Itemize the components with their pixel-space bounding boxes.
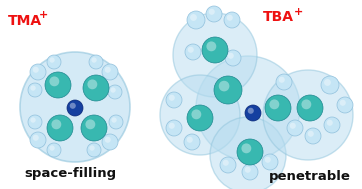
Circle shape (184, 134, 200, 150)
Circle shape (324, 79, 331, 86)
Circle shape (91, 57, 97, 63)
Circle shape (89, 145, 95, 151)
Text: space-filling: space-filling (24, 167, 116, 180)
Circle shape (173, 13, 257, 97)
Circle shape (191, 109, 201, 119)
Circle shape (187, 11, 205, 29)
Circle shape (220, 157, 236, 173)
Circle shape (85, 119, 95, 129)
Circle shape (87, 79, 97, 89)
Circle shape (30, 85, 36, 91)
Circle shape (30, 117, 36, 123)
Circle shape (33, 135, 39, 141)
Circle shape (169, 95, 175, 101)
Circle shape (190, 14, 197, 21)
Circle shape (47, 143, 61, 157)
Text: +: + (39, 10, 48, 20)
Circle shape (47, 115, 73, 141)
Circle shape (297, 95, 323, 121)
Circle shape (269, 99, 279, 109)
Circle shape (241, 143, 251, 153)
Circle shape (324, 117, 340, 133)
Circle shape (321, 76, 339, 94)
Circle shape (340, 100, 346, 106)
Circle shape (202, 37, 228, 63)
Circle shape (102, 64, 118, 80)
Circle shape (169, 123, 175, 129)
Text: +: + (294, 7, 303, 17)
Circle shape (237, 139, 263, 165)
Circle shape (45, 72, 71, 98)
Circle shape (187, 137, 193, 143)
Circle shape (265, 157, 271, 163)
Text: TMA: TMA (8, 14, 42, 28)
Circle shape (248, 108, 254, 114)
Circle shape (51, 119, 61, 129)
Circle shape (110, 87, 116, 93)
Circle shape (83, 75, 109, 101)
Circle shape (245, 105, 261, 121)
Circle shape (302, 99, 311, 109)
Circle shape (102, 134, 118, 150)
Circle shape (67, 100, 83, 116)
Circle shape (188, 47, 194, 53)
Circle shape (228, 53, 234, 59)
Circle shape (214, 76, 242, 104)
Circle shape (111, 117, 117, 123)
Circle shape (242, 164, 258, 180)
Circle shape (49, 57, 55, 63)
Circle shape (206, 6, 222, 22)
Circle shape (209, 9, 215, 15)
Circle shape (105, 137, 111, 143)
Circle shape (219, 81, 230, 91)
Circle shape (30, 132, 46, 148)
Circle shape (327, 120, 333, 126)
Circle shape (287, 120, 303, 136)
Circle shape (305, 128, 321, 144)
Circle shape (262, 154, 278, 170)
Circle shape (28, 115, 42, 129)
Circle shape (109, 115, 123, 129)
Circle shape (166, 120, 182, 136)
Circle shape (50, 76, 59, 86)
Circle shape (105, 67, 111, 73)
Circle shape (185, 44, 201, 60)
Circle shape (108, 85, 122, 99)
Circle shape (49, 145, 55, 151)
Circle shape (263, 70, 353, 160)
Circle shape (196, 56, 300, 160)
Circle shape (224, 12, 240, 28)
Text: TBA: TBA (263, 10, 294, 24)
Circle shape (245, 167, 251, 173)
Circle shape (210, 117, 286, 189)
Circle shape (265, 95, 291, 121)
Circle shape (160, 75, 240, 155)
Circle shape (20, 52, 130, 162)
Circle shape (279, 77, 285, 83)
Circle shape (70, 103, 76, 109)
Circle shape (81, 115, 107, 141)
Circle shape (47, 55, 61, 69)
Circle shape (308, 131, 314, 137)
Circle shape (30, 64, 46, 80)
Circle shape (87, 143, 101, 157)
Circle shape (206, 41, 216, 51)
Circle shape (225, 50, 241, 66)
Circle shape (89, 55, 103, 69)
Circle shape (28, 83, 42, 97)
Circle shape (337, 97, 353, 113)
Circle shape (33, 67, 39, 73)
Text: penetrable: penetrable (269, 170, 351, 183)
Circle shape (227, 15, 233, 21)
Circle shape (276, 74, 292, 90)
Circle shape (166, 92, 182, 108)
Circle shape (187, 105, 213, 131)
Circle shape (290, 123, 296, 129)
Circle shape (223, 160, 229, 166)
